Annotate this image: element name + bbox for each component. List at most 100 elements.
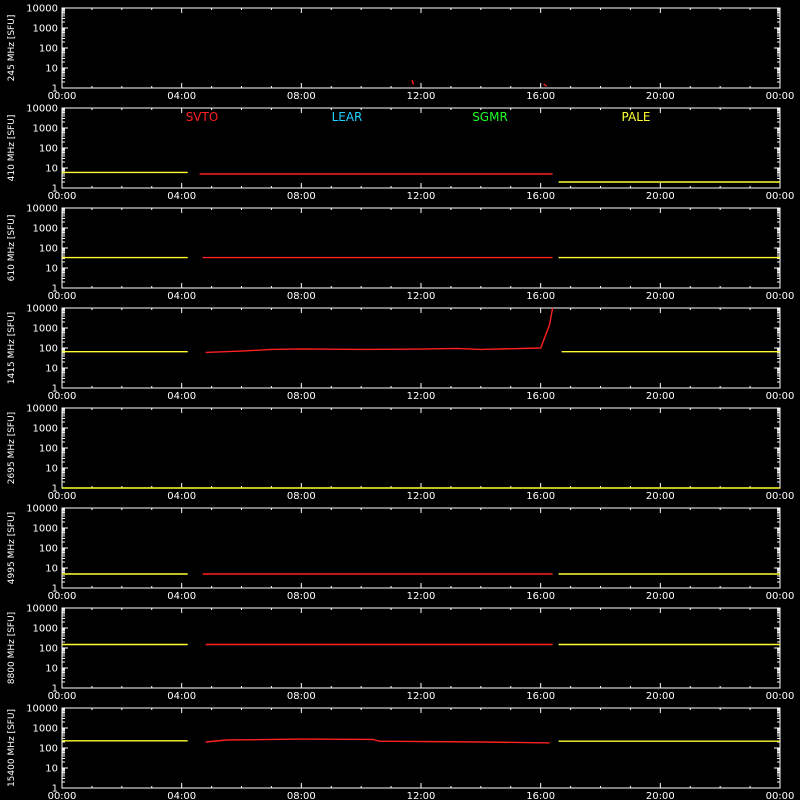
x-tick-label: 20:00 [646,791,675,800]
x-tick-label: 04:00 [167,291,196,302]
x-tick-label: 00:00 [766,591,795,602]
station-legend: SVTO LEAR SGMR PALE [186,110,651,124]
y-tick-label: 1 [52,784,58,795]
x-tick-label: 00:00 [48,191,77,202]
y-tick-label: 10 [45,764,58,775]
y-tick-label: 100 [39,244,58,255]
series-svto-line [205,307,554,354]
y-tick-label: 100 [39,744,58,755]
plot-frame [61,507,781,589]
x-tick-label: 00:00 [48,291,77,302]
x-tick-label: 00:00 [48,91,77,102]
panel-5: 1 10 100 1000 10000 00:00 04:00 08:00 12:00 16:00… [7,504,794,603]
panel-0: 1 10 100 1000 10000 00:00 04:00 08:00 12:00 16:00… [7,4,794,103]
x-tick-label: 16:00 [526,791,555,800]
x-tick-label: 04:00 [167,791,196,800]
plot-frame [61,107,781,189]
plot-frame [61,407,781,489]
y-tick-label: 10 [45,264,58,275]
y-tick-label: 100 [39,44,58,55]
x-tick-label: 04:00 [167,191,196,202]
y-tick-label: 100 [39,344,58,355]
y-tick-label: 1 [52,384,58,395]
x-tick-label: 00:00 [48,591,77,602]
y-axis-label: 410 MHz [SFU] [7,115,17,182]
x-tick-label: 12:00 [407,391,436,402]
y-tick-label: 1000 [33,124,58,135]
x-tick-label: 20:00 [646,91,675,102]
x-tick-label: 04:00 [167,391,196,402]
x-tick-label: 08:00 [287,591,316,602]
plot-frame [61,307,781,389]
x-tick-label: 12:00 [407,491,436,502]
x-tick-label: 16:00 [526,291,555,302]
x-tick-label: 20:00 [646,391,675,402]
y-tick-label: 1000 [33,424,58,435]
y-tick-label: 10000 [26,504,58,515]
y-tick-label: 1 [52,484,58,495]
x-tick-label: 20:00 [646,691,675,702]
x-tick-label: 12:00 [407,191,436,202]
x-tick-label: 00:00 [766,491,795,502]
panel-7: 1 10 100 1000 10000 00:00 04:00 08:00 12:00 16:00… [7,704,794,800]
y-tick-label: 1000 [33,24,58,35]
x-tick-label: 16:00 [526,91,555,102]
plot-frame [61,607,781,689]
y-axis-label: 15400 MHz [SFU] [7,709,17,787]
plot-frame [61,7,781,89]
y-axis-label: 245 MHz [SFU] [7,15,17,82]
x-tick-label: 08:00 [287,291,316,302]
y-tick-label: 10000 [26,304,58,315]
y-tick-label: 100 [39,544,58,555]
legend-lear: LEAR [332,110,363,124]
x-tick-label: 04:00 [167,691,196,702]
x-tick-label: 08:00 [287,191,316,202]
y-tick-label: 1000 [33,324,58,335]
x-tick-label: 00:00 [766,691,795,702]
x-tick-label: 12:00 [407,291,436,302]
y-tick-label: 10 [45,364,58,375]
x-tick-label: 16:00 [526,591,555,602]
x-tick-label: 20:00 [646,191,675,202]
x-tick-label: 04:00 [167,91,196,102]
y-axis-label: 2695 MHz [SFU] [7,412,17,484]
x-tick-label: 00:00 [48,391,77,402]
y-tick-label: 10000 [26,104,58,115]
y-tick-label: 1 [52,84,58,95]
y-axis-label: 8800 MHz [SFU] [7,612,17,684]
y-tick-label: 1 [52,284,58,295]
series-svto-line [543,83,548,87]
plot-frame [61,207,781,289]
x-tick-label: 16:00 [526,691,555,702]
x-tick-label: 04:00 [167,591,196,602]
y-tick-label: 100 [39,644,58,655]
x-tick-label: 00:00 [766,291,795,302]
x-tick-label: 12:00 [407,591,436,602]
y-tick-label: 10 [45,464,58,475]
x-tick-label: 00:00 [766,91,795,102]
x-tick-label: 20:00 [646,491,675,502]
y-tick-label: 100 [39,144,58,155]
y-axis-label: 4995 MHz [SFU] [7,512,17,584]
y-tick-label: 10000 [26,204,58,215]
x-tick-label: 12:00 [407,691,436,702]
y-tick-label: 1000 [33,224,58,235]
y-tick-label: 1000 [33,724,58,735]
x-tick-label: 12:00 [407,791,436,800]
legend-sgmr: SGMR [472,110,508,124]
x-tick-label: 00:00 [48,691,77,702]
x-tick-label: 16:00 [526,191,555,202]
x-tick-label: 00:00 [48,491,77,502]
y-tick-label: 10 [45,164,58,175]
series-svto-line [205,738,550,744]
legend-pale: PALE [622,110,651,124]
x-tick-label: 08:00 [287,691,316,702]
x-tick-label: 00:00 [766,191,795,202]
x-tick-label: 04:00 [167,491,196,502]
y-tick-label: 1 [52,584,58,595]
y-axis-label: 610 MHz [SFU] [7,215,17,282]
panel-6: 1 10 100 1000 10000 00:00 04:00 08:00 12:00 16:00… [7,604,794,703]
panel-3: 1 10 100 1000 10000 00:00 04:00 08:00 12:00 16:00… [7,304,794,403]
legend-svto: SVTO [186,110,219,124]
panel-1: 1 10 100 1000 10000 00:00 04:00 08:00 12:00 16:00… [7,104,794,203]
